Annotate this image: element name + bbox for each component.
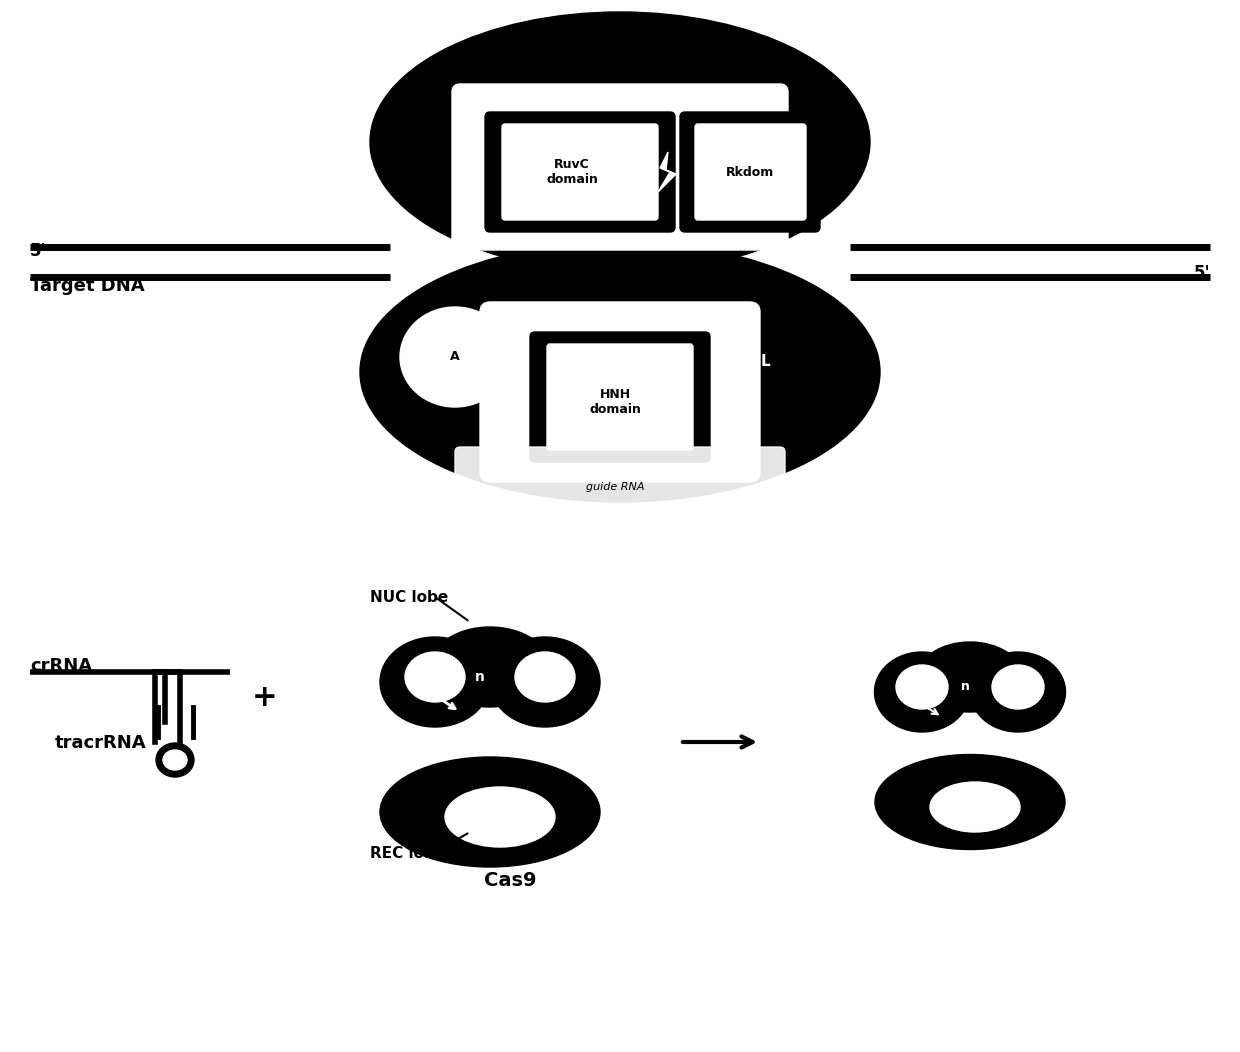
FancyBboxPatch shape [547, 344, 693, 450]
Ellipse shape [874, 652, 970, 732]
Text: L: L [760, 355, 770, 369]
Ellipse shape [529, 202, 711, 322]
Text: RuvC
domain: RuvC domain [546, 158, 598, 186]
Text: tracrRNA: tracrRNA [55, 734, 146, 752]
FancyBboxPatch shape [455, 447, 785, 512]
Ellipse shape [490, 638, 600, 727]
Text: A: A [450, 350, 460, 364]
Ellipse shape [515, 652, 575, 702]
Text: Rkdom: Rkdom [725, 165, 774, 179]
FancyBboxPatch shape [453, 84, 787, 250]
Ellipse shape [370, 12, 870, 272]
Text: N: N [900, 681, 910, 693]
FancyBboxPatch shape [480, 302, 760, 482]
Text: PI: PI [1016, 681, 1029, 693]
Polygon shape [714, 370, 734, 414]
FancyBboxPatch shape [485, 112, 675, 232]
FancyBboxPatch shape [502, 124, 658, 220]
Text: PI: PI [541, 670, 556, 684]
Text: HNH
domain: HNH domain [589, 388, 641, 416]
Ellipse shape [992, 665, 1044, 709]
Text: +: + [252, 683, 278, 711]
Ellipse shape [401, 307, 510, 407]
FancyBboxPatch shape [680, 112, 820, 232]
Text: REC lobe: REC lobe [370, 847, 445, 862]
Ellipse shape [360, 242, 880, 502]
Ellipse shape [930, 782, 1021, 832]
Text: n: n [475, 670, 485, 684]
Ellipse shape [875, 754, 1065, 850]
Ellipse shape [918, 642, 1023, 712]
Polygon shape [658, 151, 676, 193]
Text: 5': 5' [1193, 264, 1210, 282]
Text: 5': 5' [30, 242, 47, 260]
Ellipse shape [405, 652, 465, 702]
Text: NUC lobe: NUC lobe [370, 589, 448, 605]
FancyBboxPatch shape [694, 124, 806, 220]
Ellipse shape [430, 627, 551, 707]
Text: Cas9: Cas9 [484, 871, 536, 890]
Text: n: n [961, 681, 970, 693]
Ellipse shape [379, 757, 600, 867]
Ellipse shape [162, 750, 187, 770]
Ellipse shape [379, 638, 490, 727]
Text: crRNA: crRNA [30, 658, 92, 675]
Text: Target DNA: Target DNA [30, 277, 145, 295]
Text: guide RNA: guide RNA [585, 482, 645, 492]
Ellipse shape [156, 743, 193, 777]
FancyBboxPatch shape [529, 332, 711, 462]
Text: N: N [409, 670, 420, 684]
Ellipse shape [971, 652, 1065, 732]
Ellipse shape [445, 787, 556, 847]
Ellipse shape [897, 665, 949, 709]
